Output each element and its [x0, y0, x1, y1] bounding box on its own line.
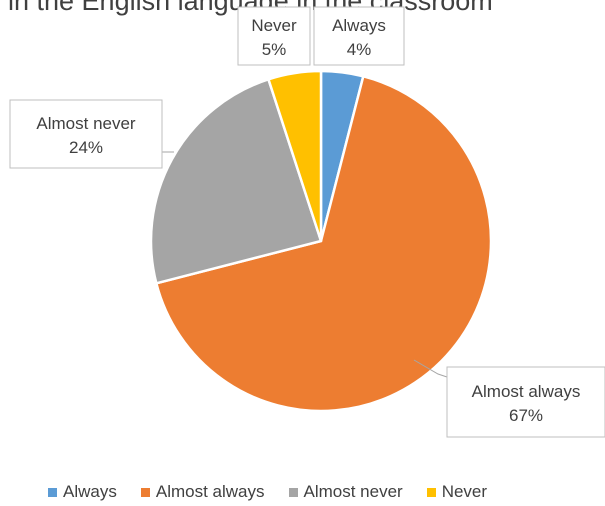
data-label-category-always: Always [332, 16, 386, 35]
data-label-box-always [313, 6, 405, 66]
legend-swatch-almost-never [288, 487, 298, 497]
pie-slice-never [267, 69, 323, 243]
data-label-value-always: 4% [347, 40, 372, 59]
data-label-category-almost-never: Almost never [36, 114, 136, 133]
data-label-category-almost-always: Almost always [472, 382, 581, 401]
legend-item-never: Never [426, 482, 488, 502]
legend-swatch-never [426, 487, 436, 497]
pie-slices [149, 69, 493, 413]
legend-label-almost-always: Almost always [155, 482, 265, 501]
data-label-value-almost-always: 67% [509, 406, 543, 425]
legend-item-always: Always [48, 482, 117, 502]
pie-slice-almost-never [149, 78, 323, 285]
legend-label-always: Always [63, 482, 117, 501]
legend-swatch-always [48, 487, 57, 497]
leader-line-almost-always [413, 359, 448, 378]
data-label-always: Always 4% [313, 6, 405, 66]
data-label-category-never: Never [251, 16, 297, 35]
legend-item-almost-never: Almost never [288, 482, 403, 502]
data-label-box-almost-always [446, 366, 605, 438]
data-label-box-never [237, 6, 311, 66]
data-label-almost-always: Almost always 67% [413, 359, 605, 438]
pie-slice-almost-always [155, 75, 493, 413]
legend-label-never: Never [441, 482, 488, 501]
data-label-callouts: Always 4% Almost always 67% Almost never 24% N… [9, 6, 605, 438]
pie-chart: Always 4% Almost always 67% Almost never 24% N… [9, 6, 605, 438]
data-label-box-almost-never [9, 99, 163, 169]
data-label-almost-never: Almost never 24% [9, 99, 174, 169]
legend-item-almost-always: Almost always [140, 482, 265, 502]
legend: Always Almost always Almost never Never [48, 482, 487, 502]
data-label-value-never: 5% [262, 40, 287, 59]
data-label-value-almost-never: 24% [69, 138, 103, 157]
legend-label-almost-never: Almost never [303, 482, 403, 501]
legend-swatch-almost-always [140, 487, 150, 497]
data-label-never: Never 5% [237, 6, 311, 66]
